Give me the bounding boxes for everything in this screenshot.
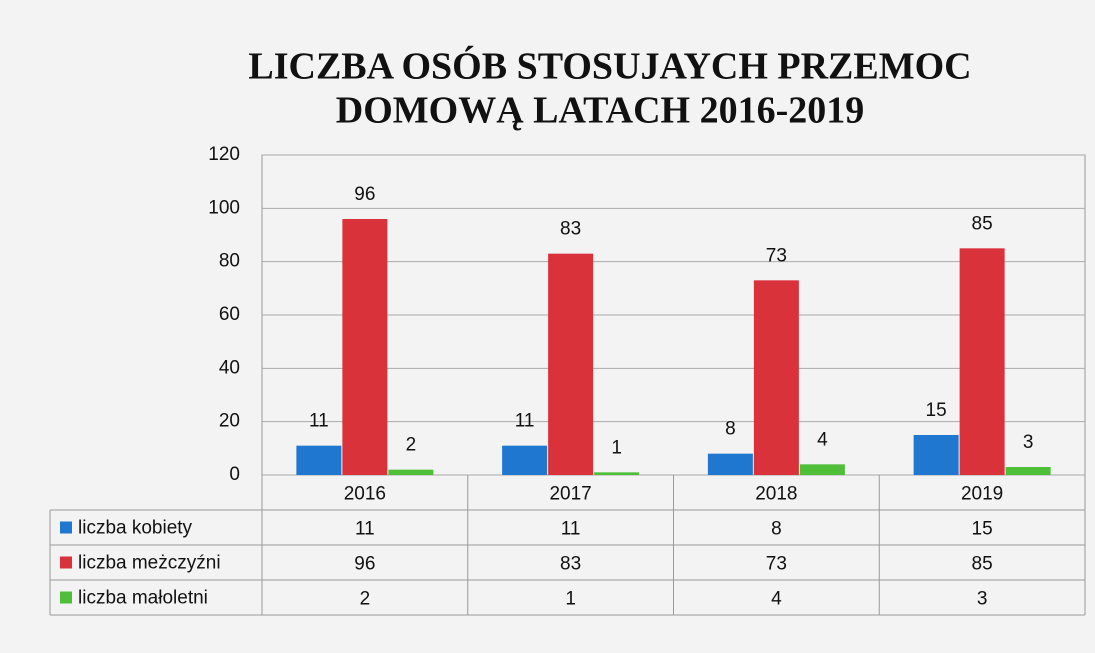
data-label: 1 (611, 437, 622, 458)
legend-label: liczba małoletni (78, 588, 208, 609)
x-tick-label: 2016 (344, 484, 386, 505)
data-label: 15 (926, 400, 947, 421)
data-label: 73 (766, 245, 787, 266)
y-tick-label: 100 (208, 197, 240, 218)
data-label: 96 (354, 184, 375, 205)
bar (296, 445, 342, 475)
data-label: 11 (309, 411, 329, 432)
y-tick-label: 40 (219, 357, 240, 378)
legend-swatch (60, 556, 72, 569)
data-label: 11 (515, 411, 535, 432)
bar (502, 445, 548, 475)
data-label: 85 (972, 213, 993, 234)
bar (913, 435, 959, 475)
table-value: 8 (771, 519, 782, 540)
y-tick-label: 120 (208, 144, 240, 165)
chart-title: DOMOWĄ LATACH 2016-2019 (336, 90, 864, 132)
x-tick-label: 2019 (961, 484, 1003, 505)
data-label: 4 (817, 429, 828, 450)
table-value: 4 (771, 589, 782, 610)
bar (799, 464, 845, 475)
bar (388, 469, 434, 475)
table-value: 2 (360, 589, 371, 610)
legend-swatch (60, 521, 72, 534)
bar (594, 472, 640, 475)
chart-title: LICZBA OSÓB STOSUJAYCH PRZEMOC (248, 46, 971, 88)
table-value: 83 (560, 554, 581, 575)
y-tick-label: 80 (219, 251, 240, 272)
table-value: 11 (355, 519, 375, 540)
legend-label: liczba meżczyźni (78, 553, 221, 574)
table-value: 1 (565, 589, 576, 610)
bar (753, 280, 799, 475)
table-value: 73 (766, 554, 787, 575)
table-value: 96 (354, 554, 375, 575)
table-value: 15 (972, 519, 993, 540)
bar (959, 248, 1005, 475)
y-tick-label: 20 (219, 411, 240, 432)
x-tick-label: 2017 (549, 484, 591, 505)
bar (548, 253, 594, 475)
data-label: 2 (406, 435, 417, 456)
data-label: 3 (1023, 432, 1034, 453)
bar (1005, 467, 1051, 475)
x-tick-label: 2018 (755, 484, 797, 505)
legend-label: liczba kobiety (78, 518, 193, 539)
bar (707, 453, 753, 475)
y-tick-label: 60 (219, 304, 240, 325)
bar (342, 219, 388, 475)
table-value: 11 (561, 519, 581, 540)
y-tick-label: 0 (229, 464, 240, 485)
data-label: 83 (560, 219, 581, 240)
table-value: 3 (977, 589, 988, 610)
table-value: 85 (972, 554, 993, 575)
legend-swatch (60, 591, 72, 604)
data-label: 8 (725, 419, 736, 440)
